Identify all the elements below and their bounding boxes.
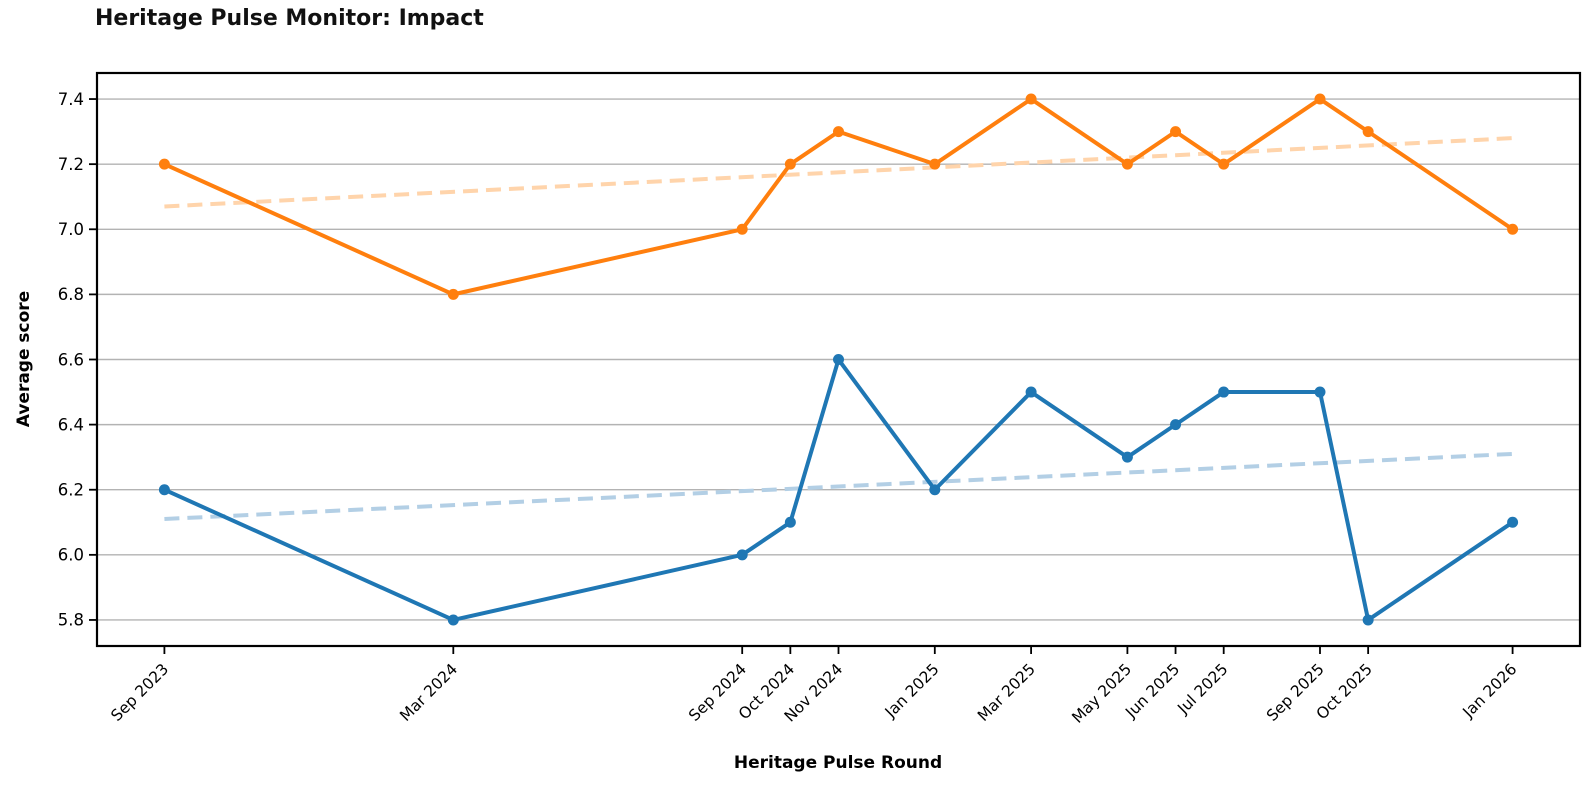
- y-tick-label: 6.6: [58, 350, 84, 369]
- y-tick-label: 7.0: [58, 220, 84, 239]
- blue-series-marker: [1218, 386, 1230, 398]
- orange-series-marker: [158, 158, 170, 170]
- y-tick-label: 6.8: [58, 285, 84, 304]
- x-tick-label: Mar 2025: [974, 660, 1039, 725]
- blue-series-marker: [929, 484, 941, 496]
- orange-series-marker: [929, 158, 941, 170]
- y-tick-label: 7.2: [58, 155, 84, 174]
- x-tick-label: Jan 2026: [1459, 660, 1521, 722]
- y-tick-label: 6.0: [58, 546, 84, 565]
- orange-series-marker: [1121, 158, 1133, 170]
- x-tick-label: Jul 2025: [1173, 660, 1231, 718]
- blue-series-marker: [1507, 516, 1519, 528]
- orange-series-marker: [833, 126, 844, 138]
- x-tick-label: May 2025: [1068, 660, 1135, 727]
- blue-series-marker: [784, 516, 796, 528]
- x-tick-label: Sep 2023: [107, 660, 172, 725]
- y-tick-label: 7.4: [58, 90, 84, 109]
- blue-series-marker: [1121, 451, 1133, 463]
- blue-series-marker: [158, 484, 170, 496]
- x-axis-label: Heritage Pulse Round: [733, 753, 943, 773]
- chart-title: Heritage Pulse Monitor: Impact: [95, 6, 484, 31]
- orange-series-marker: [784, 158, 796, 170]
- blue-series-marker: [833, 354, 844, 365]
- plot-border: [95, 71, 1582, 648]
- orange-series-marker: [1507, 223, 1519, 235]
- orange-series-marker: [447, 288, 459, 300]
- orange-series-marker: [1218, 158, 1230, 170]
- x-tick-label: Mar 2024: [396, 660, 461, 725]
- orange-series-marker: [736, 223, 748, 235]
- blue-series-marker: [447, 614, 459, 626]
- y-tick-label: 6.2: [58, 481, 84, 500]
- y-tick-label: 6.4: [58, 415, 84, 434]
- blue-series-marker: [736, 549, 748, 561]
- orange-trend-line: [164, 136, 1513, 209]
- blue-series-marker: [1025, 386, 1037, 398]
- orange-series-marker: [1025, 93, 1037, 105]
- x-tick-label: Jan 2025: [881, 660, 943, 722]
- blue-series-marker: [1362, 614, 1374, 626]
- blue-series-marker: [1170, 419, 1182, 431]
- orange-series-marker: [1170, 126, 1182, 138]
- blue-series-marker: [1314, 386, 1326, 398]
- orange-series-marker: [1362, 126, 1374, 138]
- blue-trend-line: [164, 451, 1513, 522]
- y-tick-label: 5.8: [58, 611, 84, 630]
- orange-series-marker: [1314, 93, 1326, 105]
